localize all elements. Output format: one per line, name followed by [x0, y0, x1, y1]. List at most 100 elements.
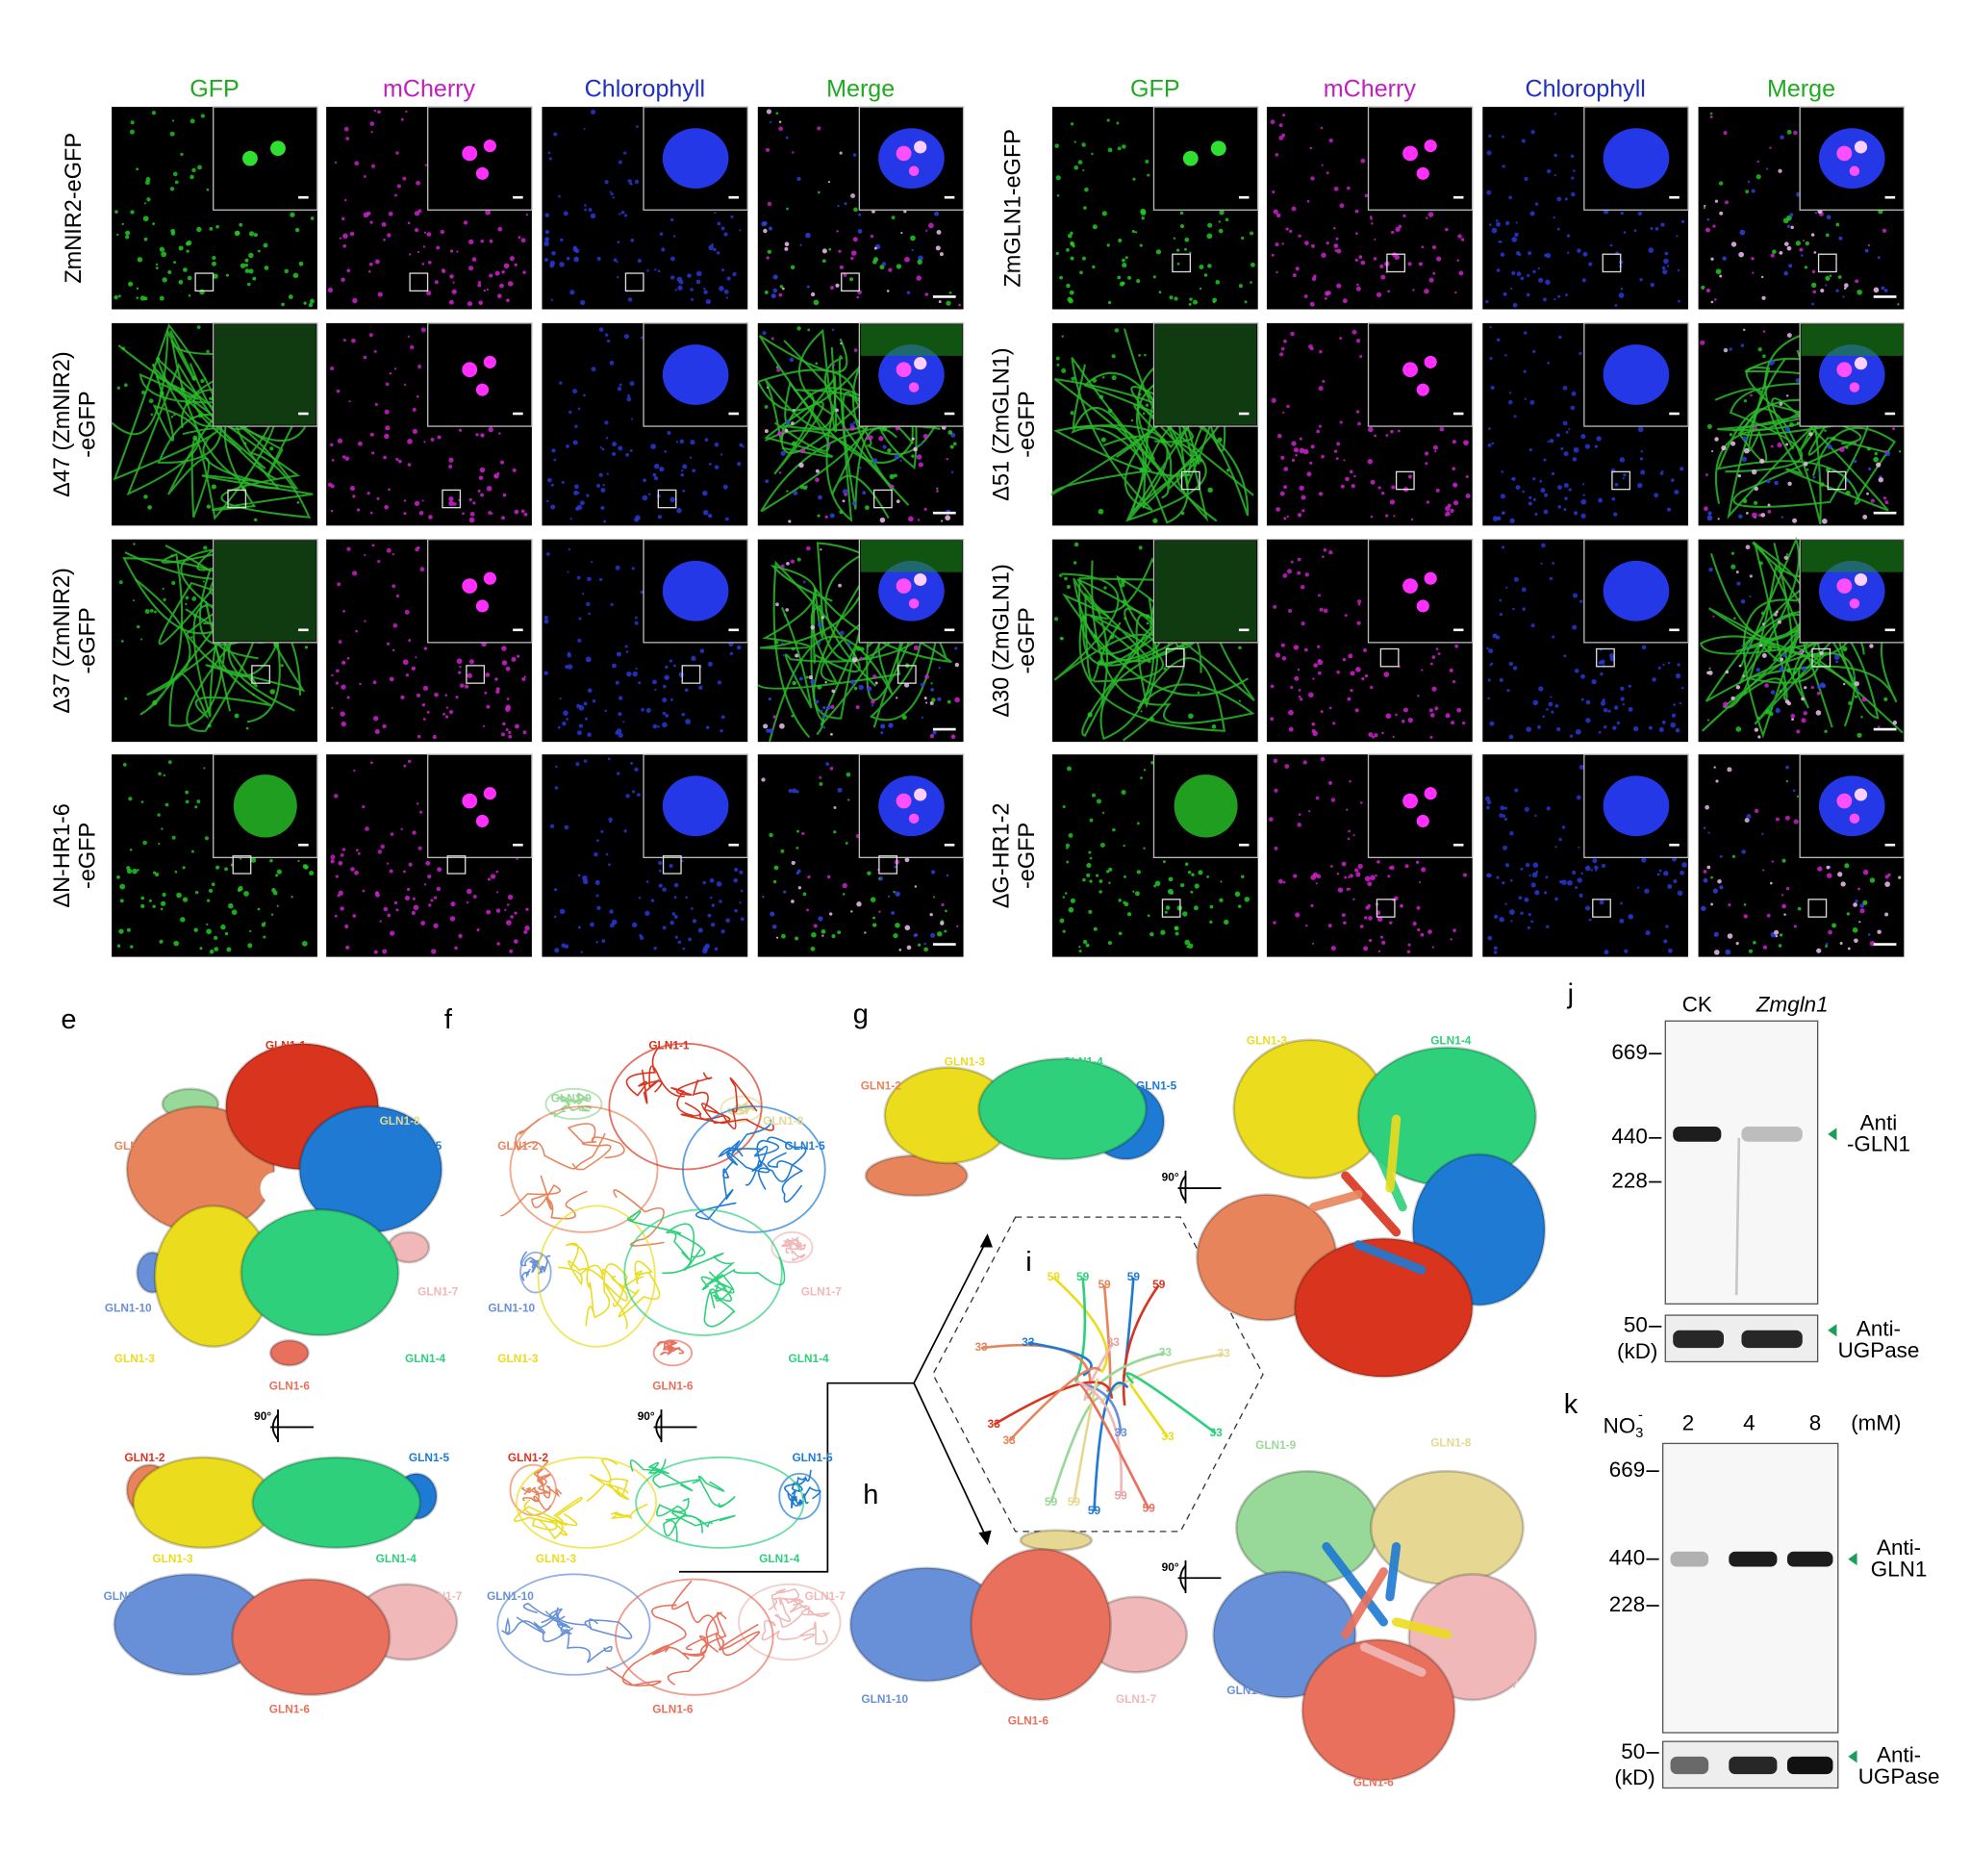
signal-dot	[1752, 512, 1757, 519]
signal-dot	[1614, 482, 1619, 487]
signal-dot	[553, 132, 558, 137]
marker-label: 50	[1621, 1739, 1645, 1763]
signal-dot	[1708, 567, 1713, 572]
signal-dot	[1055, 175, 1061, 181]
inset	[1367, 106, 1474, 211]
signal-dot	[779, 723, 785, 729]
inset	[427, 106, 533, 211]
signal-dot	[523, 675, 526, 678]
signal-dot	[1552, 561, 1555, 565]
signal-dot	[1079, 270, 1083, 275]
residue-number: 33	[1022, 1335, 1035, 1349]
signal-dot	[1335, 237, 1339, 241]
signal-dot	[930, 687, 935, 692]
peptide-trace	[1049, 1396, 1101, 1504]
signal-dot	[872, 916, 876, 920]
signal-dot	[1291, 206, 1297, 212]
signal-dot	[1846, 912, 1851, 916]
ribbon	[541, 1607, 571, 1629]
signal-dot	[200, 378, 205, 384]
signal-dot	[1241, 875, 1245, 879]
signal-dot	[590, 109, 596, 115]
signal-dot	[878, 877, 881, 880]
signal-dot	[1187, 943, 1194, 949]
signal-dot	[487, 877, 492, 881]
signal-dot	[1070, 122, 1074, 126]
signal-dot	[1825, 945, 1829, 948]
signal-dot	[1754, 808, 1759, 814]
signal-dot	[1791, 718, 1794, 722]
row-label: Δ30 (ZmGLN1)	[990, 564, 1015, 717]
signal-dot	[467, 672, 472, 678]
signal-dot	[1407, 943, 1411, 947]
arrow-head	[979, 1233, 993, 1248]
signal-dot	[733, 877, 739, 883]
signal-dot	[833, 830, 837, 834]
signal-dot	[1514, 788, 1519, 793]
signal-dot	[1755, 174, 1761, 180]
band	[1741, 1330, 1803, 1349]
foci	[475, 383, 490, 396]
signal-dot	[257, 249, 261, 253]
signal-dot	[434, 692, 439, 697]
signal-dot	[845, 842, 848, 845]
signal-dot	[303, 301, 307, 305]
terminal-helix	[1385, 1114, 1402, 1193]
signal-dot	[1528, 913, 1531, 917]
peptide-trace	[1122, 1283, 1160, 1406]
signal-dot	[1294, 675, 1300, 681]
signal-dot	[1543, 509, 1549, 515]
signal-dot	[625, 453, 629, 457]
signal-dot	[407, 221, 411, 225]
signal-dot	[416, 394, 419, 398]
signal-dot	[309, 298, 315, 304]
signal-dot	[1429, 735, 1433, 739]
signal-dot	[1557, 294, 1561, 298]
signal-dot	[710, 922, 716, 927]
signal-dot	[1145, 403, 1149, 407]
signal-dot	[583, 701, 588, 706]
signal-dot	[1375, 874, 1377, 877]
chain-label: GLN1-8	[380, 1114, 421, 1128]
signal-dot	[1132, 890, 1135, 893]
signal-dot	[176, 892, 182, 899]
signal-dot	[1548, 701, 1553, 707]
signal-dot	[818, 641, 821, 646]
signal-dot	[930, 932, 936, 938]
chain-label: GLN1-10	[487, 1589, 534, 1603]
signal-dot	[297, 859, 300, 863]
signal-dot	[1604, 950, 1609, 955]
signal-dot	[1654, 493, 1659, 498]
chain-label: GLN1-9	[1255, 1438, 1297, 1452]
signal-dot	[588, 612, 592, 616]
signal-dot	[843, 272, 847, 277]
signal-dot	[1310, 903, 1314, 908]
signal-dot	[1754, 500, 1758, 505]
signal-dot	[609, 360, 615, 366]
signal-dot	[605, 852, 609, 856]
signal-dot	[411, 666, 417, 671]
signal-dot	[1710, 875, 1713, 879]
signal-dot	[1824, 729, 1828, 733]
signal-dot	[1457, 234, 1462, 239]
signal-dot	[294, 227, 300, 233]
signal-dot	[408, 862, 413, 867]
signal-dot	[182, 897, 189, 902]
signal-dot	[369, 761, 373, 765]
signal-dot	[1715, 268, 1722, 275]
signal-dot	[873, 246, 877, 250]
signal-dot	[341, 848, 346, 851]
band-arrow	[1848, 1750, 1857, 1763]
signal-dot	[449, 916, 456, 922]
signal-dot	[1735, 726, 1742, 732]
signal-dot	[1407, 262, 1412, 266]
signal-dot	[377, 559, 381, 564]
signal-dot	[872, 458, 878, 464]
signal-dot	[400, 695, 405, 700]
micrograph	[1051, 539, 1259, 743]
ribbon	[625, 1047, 663, 1097]
signal-dot	[639, 933, 643, 938]
signal-dot	[373, 349, 377, 353]
signal-dot	[670, 256, 675, 262]
signal-dot	[1111, 375, 1117, 381]
